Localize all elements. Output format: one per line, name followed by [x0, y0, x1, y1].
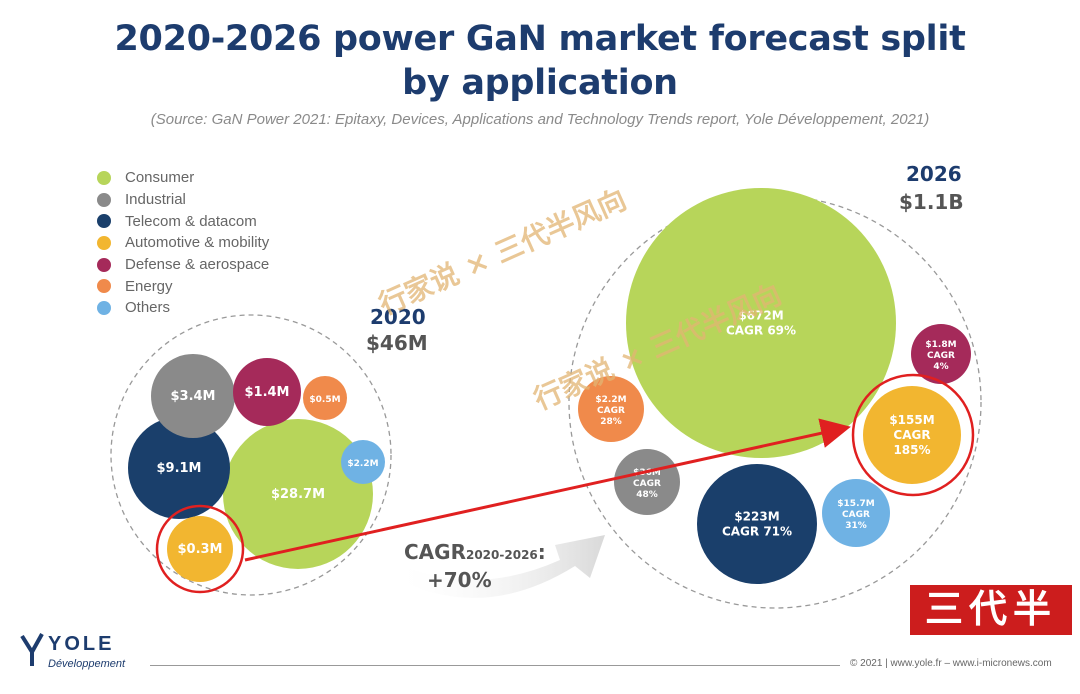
bubble-2026-energy	[578, 376, 644, 442]
bubble-2026-industrial	[614, 449, 680, 515]
bubble-2020-energy	[303, 376, 347, 420]
legend-item-defense: Defense & aerospace	[97, 254, 269, 276]
bubble-label-2026-energy: $2.2M CAGR 28%	[595, 395, 626, 427]
legend-label: Automotive & mobility	[125, 234, 270, 252]
bubble-label-2020-automotive-mobility: $0.3M	[177, 542, 222, 557]
legend-swatch	[97, 300, 111, 315]
bubble-2026-automotive-mobility	[863, 386, 961, 484]
overall-cagr-period: 2020-2026	[465, 548, 538, 562]
legend: Consumer Industrial Telecom & datacom Au…	[97, 167, 269, 319]
bubble-label-2020-telecom-datacom: $9.1M	[156, 461, 201, 476]
bubble-label-2026-automotive-mobility: $155M CAGR 185%	[889, 413, 934, 457]
legend-label: Defense & aerospace	[125, 256, 270, 274]
legend-item-energy: Energy	[97, 275, 269, 297]
legend-item-others: Others	[97, 297, 269, 319]
bubble-2026-telecom-datacom	[697, 464, 817, 584]
year-2020-label: 2020	[370, 305, 426, 329]
legend-swatch	[97, 235, 111, 250]
footer-divider	[150, 665, 840, 666]
logo-name: YOLE	[48, 633, 115, 655]
bubble-label-2020-others: $2.2M	[347, 459, 378, 469]
bubble-2020-industrial	[151, 354, 235, 438]
bubble-label-2026-defense-aerospace: $1.8M CAGR 4%	[925, 340, 956, 372]
bubble-2020-telecom-datacom	[128, 417, 230, 519]
bubble-2020-defense-aerospace	[233, 358, 301, 426]
total-2020-label: $46M	[366, 331, 428, 355]
legend-item-industrial: Industrial	[97, 189, 269, 211]
total-2026-label: $1.1B	[899, 190, 964, 214]
highlight-ring-2020-automotive	[155, 504, 245, 594]
legend-swatch	[97, 170, 111, 185]
bubble-label-2026-consumer: $672M CAGR 69%	[726, 309, 796, 338]
bubble-label-2020-consumer: $28.7M	[271, 487, 325, 502]
footer-text: © 2021 | www.yole.fr – www.i-micronews.c…	[850, 658, 1052, 669]
legend-label: Industrial	[125, 191, 186, 209]
bubble-2020-automotive-mobility	[167, 516, 233, 582]
watermark-sep-2: ×	[614, 338, 650, 379]
legend-item-automotive: Automotive & mobility	[97, 232, 269, 254]
chart-title-line-2: by application	[402, 63, 678, 103]
watermark-sep-1: ×	[459, 243, 495, 284]
source-note: (Source: GaN Power 2021: Epitaxy, Device…	[150, 111, 930, 128]
overall-cagr-label: CAGR2020-2026:	[404, 540, 546, 564]
overall-cagr-value: +70%	[427, 568, 492, 592]
bubble-2020-consumer	[223, 419, 373, 569]
group-2020-outline	[110, 314, 392, 596]
chart-title-line-1: 2020-2026 power GaN market forecast spli…	[114, 19, 966, 59]
year-2026-label: 2026	[906, 162, 962, 186]
legend-swatch	[97, 214, 111, 229]
bubble-2026-others	[822, 479, 890, 547]
highlight-ring-2026-automotive	[851, 373, 975, 497]
legend-label: Telecom & datacom	[125, 212, 257, 230]
legend-label: Others	[125, 299, 171, 317]
bubble-2026-defense-aerospace	[911, 324, 971, 384]
bubble-2020-others	[341, 440, 385, 484]
bubble-label-2026-others: $15.7M CAGR 31%	[837, 499, 874, 531]
legend-label: Energy	[125, 277, 173, 295]
bubble-label-2020-defense-aerospace: $1.4M	[244, 385, 289, 400]
bubble-label-2020-industrial: $3.4M	[170, 389, 215, 404]
highlight-arrow	[244, 418, 851, 562]
legend-swatch	[97, 192, 111, 207]
legend-swatch	[97, 257, 111, 272]
overall-cagr-text: CAGR	[404, 540, 466, 564]
bubble-2026-consumer	[626, 188, 896, 458]
logo-subtitle: Développement	[48, 658, 126, 670]
growth-arrow	[390, 535, 605, 598]
bubble-label-2020-energy: $0.5M	[309, 395, 340, 405]
brand-stamp: 三代半	[910, 585, 1072, 635]
legend-swatch	[97, 279, 111, 294]
yole-logo-icon	[20, 633, 44, 666]
legend-label: Consumer	[125, 169, 195, 187]
group-2026-outline	[568, 195, 982, 609]
bubble-label-2026-telecom-datacom: $223M CAGR 71%	[722, 510, 792, 539]
legend-item-consumer: Consumer	[97, 167, 269, 189]
legend-item-telecom: Telecom & datacom	[97, 210, 269, 232]
